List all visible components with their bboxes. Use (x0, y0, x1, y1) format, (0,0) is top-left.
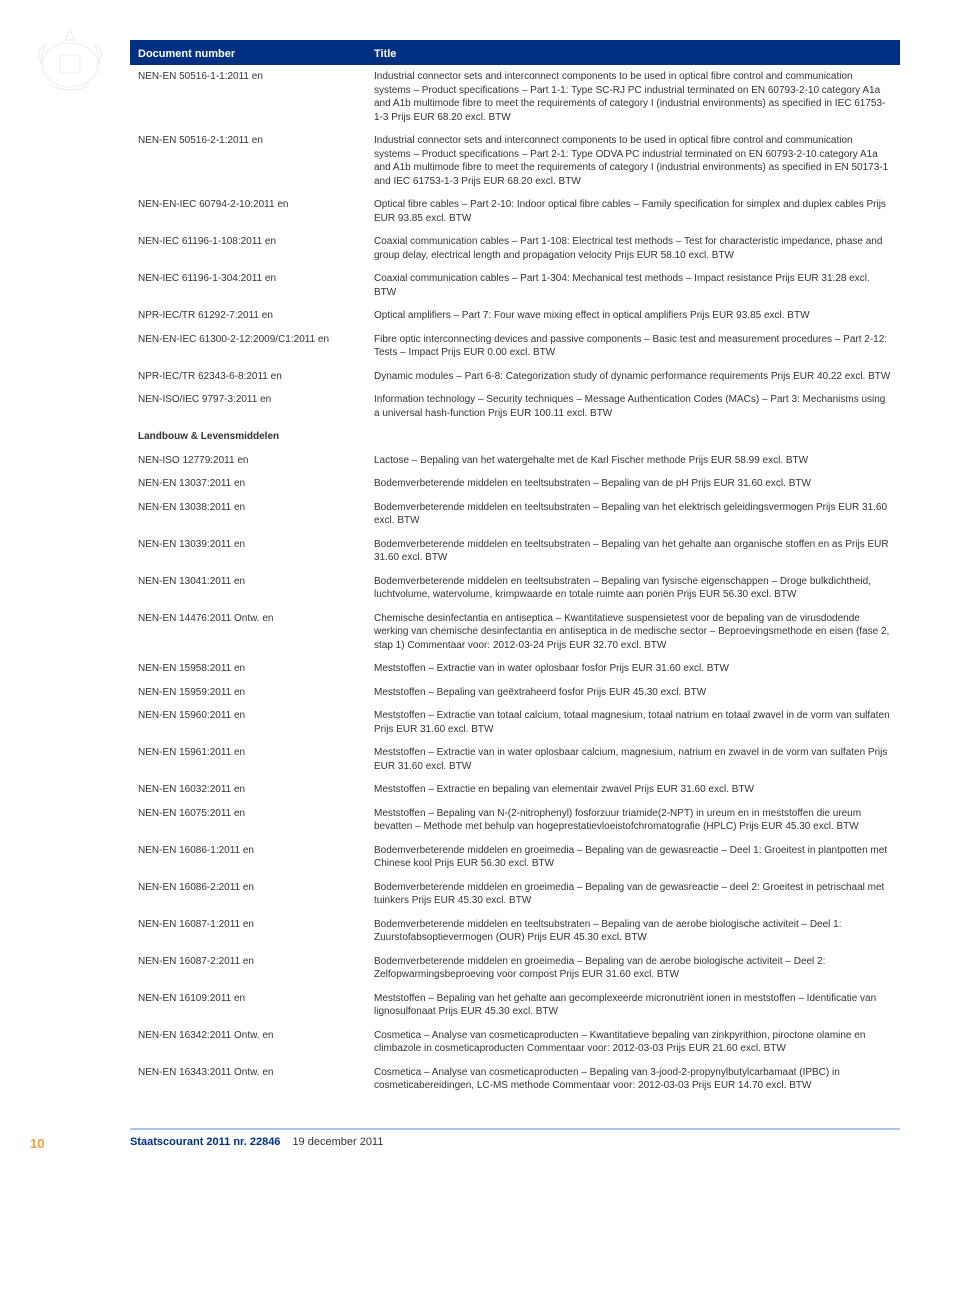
title-cell: Meststoffen – Bepaling van geëxtraheerd … (366, 681, 900, 705)
title-cell: Dynamic modules – Part 6-8: Categorizati… (366, 365, 900, 389)
document-number-cell: NEN-EN 13039:2011 en (130, 533, 366, 570)
document-number-cell: NEN-EN 13041:2011 en (130, 570, 366, 607)
title-cell: Optical fibre cables – Part 2-10: Indoor… (366, 193, 900, 230)
title-cell: Meststoffen – Extractie en bepaling van … (366, 778, 900, 802)
document-number-cell: NEN-ISO 12779:2011 en (130, 449, 366, 473)
document-number-cell: NEN-EN 16342:2011 Ontw. en (130, 1024, 366, 1061)
table-row: NEN-EN 16109:2011 enMeststoffen – Bepali… (130, 987, 900, 1024)
table-row: NEN-EN 14476:2011 Ontw. enChemische desi… (130, 607, 900, 658)
title-cell: Cosmetica – Analyse van cosmeticaproduct… (366, 1061, 900, 1098)
table-row: NEN-EN 16343:2011 Ontw. enCosmetica – An… (130, 1061, 900, 1098)
title-cell: Meststoffen – Bepaling van het gehalte a… (366, 987, 900, 1024)
title-cell: Industrial connector sets and interconne… (366, 129, 900, 193)
publication-name: Staatscourant 2011 nr. 22846 (130, 1136, 280, 1148)
document-number-cell: NEN-EN 16086-2:2011 en (130, 876, 366, 913)
document-number-cell: NEN-EN 16075:2011 en (130, 802, 366, 839)
title-cell: Bodemverbeterende middelen en teeltsubst… (366, 533, 900, 570)
title-cell: Meststoffen – Extractie van in water opl… (366, 741, 900, 778)
table-row: NEN-EN 15960:2011 enMeststoffen – Extrac… (130, 704, 900, 741)
title-cell: Meststoffen – Bepaling van N-(2-nitrophe… (366, 802, 900, 839)
document-number-cell: NEN-EN-IEC 61300-2-12:2009/C1:2011 en (130, 328, 366, 365)
document-number-cell: NEN-EN 16086-1:2011 en (130, 839, 366, 876)
title-cell: Industrial connector sets and interconne… (366, 65, 900, 129)
document-number-cell: NEN-EN 13038:2011 en (130, 496, 366, 533)
document-number-cell: NEN-IEC 61196-1-108:2011 en (130, 230, 366, 267)
document-number-cell: NEN-EN 14476:2011 Ontw. en (130, 607, 366, 658)
page-footer: 10 Staatscourant 2011 nr. 22846 19 decem… (130, 1128, 900, 1148)
title-cell: Meststoffen – Extractie van totaal calci… (366, 704, 900, 741)
document-number-cell: NEN-ISO/IEC 9797-3:2011 en (130, 388, 366, 425)
document-number-cell: NEN-EN 15958:2011 en (130, 657, 366, 681)
table-row: NEN-EN 13038:2011 enBodemverbeterende mi… (130, 496, 900, 533)
title-cell: Information technology – Security techni… (366, 388, 900, 425)
title-cell: Bodemverbeterende middelen en teeltsubst… (366, 913, 900, 950)
table-row: NEN-EN 13041:2011 enBodemverbeterende mi… (130, 570, 900, 607)
title-cell: Cosmetica – Analyse van cosmeticaproduct… (366, 1024, 900, 1061)
table-row: NEN-EN 50516-2-1:2011 enIndustrial conne… (130, 129, 900, 193)
table-row: NEN-EN 13039:2011 enBodemverbeterende mi… (130, 533, 900, 570)
title-cell: Bodemverbeterende middelen en teeltsubst… (366, 570, 900, 607)
document-number-cell: NEN-EN 15959:2011 en (130, 681, 366, 705)
document-number-cell: NEN-EN 16343:2011 Ontw. en (130, 1061, 366, 1098)
document-number-cell: NEN-EN 16032:2011 en (130, 778, 366, 802)
table-row: NEN-EN-IEC 60794-2-10:2011 enOptical fib… (130, 193, 900, 230)
title-cell: Bodemverbeterende middelen en teeltsubst… (366, 496, 900, 533)
table-row: NEN-EN 16342:2011 Ontw. enCosmetica – An… (130, 1024, 900, 1061)
government-crest-logo (20, 10, 120, 100)
document-number-cell: NEN-EN 15961:2011 en (130, 741, 366, 778)
document-number-cell: NEN-EN 16087-1:2011 en (130, 913, 366, 950)
title-cell: Optical amplifiers – Part 7: Four wave m… (366, 304, 900, 328)
title-cell: Chemische desinfectantia en antiseptica … (366, 607, 900, 658)
document-number-cell: NEN-EN 13037:2011 en (130, 472, 366, 496)
table-row: NPR-IEC/TR 61292-7:2011 enOptical amplif… (130, 304, 900, 328)
table-row: NEN-EN 16032:2011 enMeststoffen – Extrac… (130, 778, 900, 802)
document-number-cell: NEN-EN 16109:2011 en (130, 987, 366, 1024)
table-row: NEN-EN-IEC 61300-2-12:2009/C1:2011 enFib… (130, 328, 900, 365)
section-heading: Landbouw & Levensmiddelen (130, 425, 900, 449)
table-row: NEN-EN 13037:2011 enBodemverbeterende mi… (130, 472, 900, 496)
table-row: NEN-EN 16086-2:2011 enBodemverbeterende … (130, 876, 900, 913)
document-number-cell: NEN-IEC 61196-1-304:2011 en (130, 267, 366, 304)
title-cell: Meststoffen – Extractie van in water opl… (366, 657, 900, 681)
document-number-cell: NEN-EN 50516-1-1:2011 en (130, 65, 366, 129)
document-number-cell: NPR-IEC/TR 62343-6-8:2011 en (130, 365, 366, 389)
standards-table: Document number Title NEN-EN 50516-1-1:2… (130, 40, 900, 1098)
document-number-cell: NEN-EN-IEC 60794-2-10:2011 en (130, 193, 366, 230)
title-cell: Bodemverbeterende middelen en groeimedia… (366, 876, 900, 913)
header-title: Title (366, 43, 900, 65)
title-cell: Coaxial communication cables – Part 1-30… (366, 267, 900, 304)
title-cell: Coaxial communication cables – Part 1-10… (366, 230, 900, 267)
publication-date: 19 december 2011 (292, 1136, 383, 1148)
title-cell: Fibre optic interconnecting devices and … (366, 328, 900, 365)
table-row: NEN-IEC 61196-1-108:2011 enCoaxial commu… (130, 230, 900, 267)
document-number-cell: NEN-EN 50516-2-1:2011 en (130, 129, 366, 193)
table-row: NEN-EN 16087-2:2011 enBodemverbeterende … (130, 950, 900, 987)
section-label: Landbouw & Levensmiddelen (130, 425, 366, 449)
table-row: NEN-EN 50516-1-1:2011 enIndustrial conne… (130, 65, 900, 129)
table-row: NEN-ISO/IEC 9797-3:2011 enInformation te… (130, 388, 900, 425)
title-cell: Bodemverbeterende middelen en teeltsubst… (366, 472, 900, 496)
header-document-number: Document number (130, 43, 366, 65)
title-cell: Lactose – Bepaling van het watergehalte … (366, 449, 900, 473)
table-row: NPR-IEC/TR 62343-6-8:2011 enDynamic modu… (130, 365, 900, 389)
document-number-cell: NEN-EN 16087-2:2011 en (130, 950, 366, 987)
page-number: 10 (30, 1136, 44, 1151)
table-row: NEN-EN 15959:2011 enMeststoffen – Bepali… (130, 681, 900, 705)
table-row: NEN-EN 16075:2011 enMeststoffen – Bepali… (130, 802, 900, 839)
title-cell: Bodemverbeterende middelen en groeimedia… (366, 950, 900, 987)
table-header-row: Document number Title (130, 43, 900, 65)
table-row: NEN-IEC 61196-1-304:2011 enCoaxial commu… (130, 267, 900, 304)
table-row: NEN-ISO 12779:2011 enLactose – Bepaling … (130, 449, 900, 473)
document-number-cell: NEN-EN 15960:2011 en (130, 704, 366, 741)
table-row: NEN-EN 15958:2011 enMeststoffen – Extrac… (130, 657, 900, 681)
table-row: NEN-EN 16086-1:2011 enBodemverbeterende … (130, 839, 900, 876)
table-row: NEN-EN 15961:2011 enMeststoffen – Extrac… (130, 741, 900, 778)
title-cell: Bodemverbeterende middelen en groeimedia… (366, 839, 900, 876)
table-row: NEN-EN 16087-1:2011 enBodemverbeterende … (130, 913, 900, 950)
document-number-cell: NPR-IEC/TR 61292-7:2011 en (130, 304, 366, 328)
